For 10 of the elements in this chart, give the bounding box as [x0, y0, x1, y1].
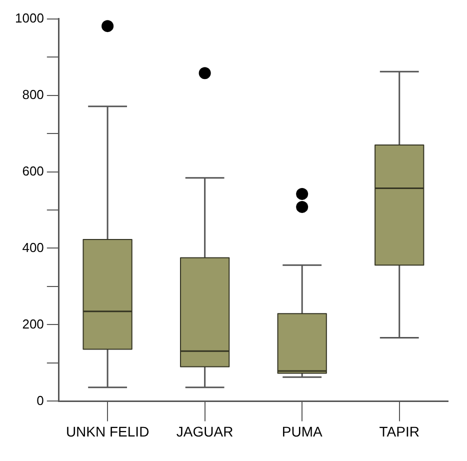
y-tick-label: 400 — [22, 240, 44, 255]
y-tick-label: 1000 — [15, 10, 44, 26]
x-tick-label: PUMA — [282, 423, 323, 440]
x-tick-label: UNKN FELID — [66, 423, 150, 440]
x-tick-label: JAGUAR — [176, 423, 234, 440]
y-tick-label: 200 — [22, 316, 44, 332]
y-tick-label: 0 — [36, 392, 44, 408]
x-tick-label: TAPIR — [379, 423, 420, 440]
y-tick-label: 800 — [22, 86, 44, 102]
y-tick-label: 600 — [22, 163, 44, 178]
